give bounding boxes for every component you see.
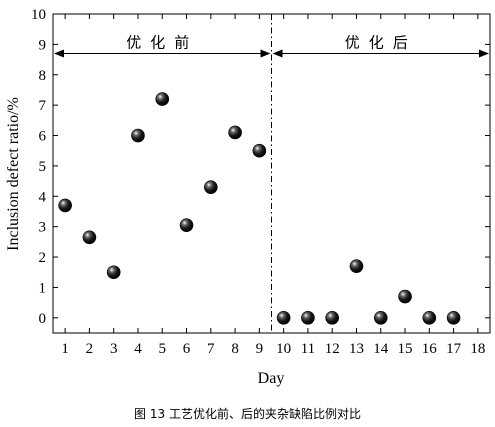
- data-point: [301, 311, 315, 325]
- data-point: [446, 311, 461, 325]
- data-point: [58, 198, 72, 213]
- x-tick-label: 5: [159, 341, 167, 357]
- x-tick-label: 6: [183, 341, 191, 357]
- data-point: [422, 311, 437, 325]
- data-point: [106, 265, 121, 280]
- data-point: [82, 230, 97, 245]
- y-tick-label: 2: [39, 250, 47, 266]
- data-point: [131, 128, 145, 143]
- y-axis-title: Inclusion defect ratio/%: [5, 97, 22, 251]
- data-point: [204, 180, 218, 194]
- x-tick-label: 15: [398, 341, 413, 357]
- data-point: [398, 289, 412, 304]
- x-tick-label: 1: [61, 341, 69, 357]
- x-tick-label: 7: [207, 341, 215, 357]
- data-points: [58, 92, 461, 325]
- data-point: [252, 143, 267, 158]
- data-point: [325, 311, 339, 325]
- x-tick-label: 13: [349, 341, 364, 357]
- x-tick-label: 9: [256, 341, 264, 357]
- y-tick-label: 8: [39, 68, 47, 84]
- region-label-after: 优化后: [345, 33, 417, 51]
- figure-caption: 图 13 工艺优化前、后的夹杂缺陷比例对比: [134, 407, 361, 421]
- y-tick-label: 4: [39, 189, 47, 205]
- y-tick-label: 3: [39, 220, 47, 236]
- data-point: [373, 311, 388, 325]
- x-tick-label: 10: [276, 341, 291, 357]
- y-tick-label: 6: [39, 129, 47, 145]
- y-axis-ticks: 0 1 2 3 4 5 6 7 8 9 10: [31, 7, 490, 327]
- y-tick-label: 1: [39, 280, 47, 296]
- y-tick-label: 0: [39, 311, 47, 327]
- x-tick-label: 11: [301, 341, 315, 357]
- y-tick-label: 7: [39, 98, 47, 114]
- x-tick-label: 17: [446, 341, 462, 357]
- data-point: [276, 311, 291, 325]
- x-axis-ticks: 1 2 3 4 5 6 7 8 9 10 11 12 13 14 15 16 17 18: [61, 14, 485, 357]
- y-tick-label: 10: [31, 7, 46, 23]
- x-tick-label: 8: [231, 341, 239, 357]
- x-tick-label: 16: [422, 341, 438, 357]
- x-tick-label: 2: [86, 341, 94, 357]
- region-label-before: 优化前: [126, 33, 198, 51]
- x-tick-label: 4: [134, 341, 142, 357]
- x-tick-label: 14: [373, 341, 389, 357]
- data-point: [155, 92, 170, 106]
- y-tick-label: 9: [39, 37, 47, 53]
- x-axis-title: Day: [258, 370, 285, 387]
- x-tick-label: 12: [325, 341, 340, 357]
- data-point: [228, 125, 242, 140]
- y-tick-label: 5: [39, 159, 47, 175]
- data-point: [179, 218, 194, 232]
- x-tick-label: 18: [470, 341, 485, 357]
- x-tick-label: 3: [110, 341, 118, 357]
- data-point: [349, 259, 364, 273]
